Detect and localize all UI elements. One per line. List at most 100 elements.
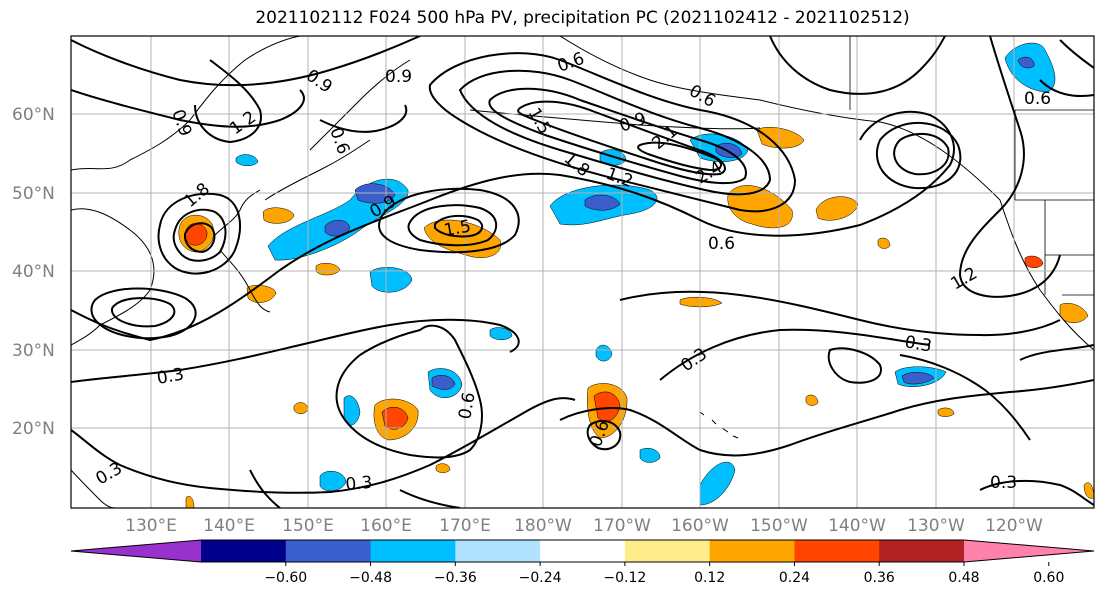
precip-negative-region xyxy=(431,375,456,390)
precip-positive-region xyxy=(262,207,295,224)
pv-contour xyxy=(157,192,241,275)
precip-positive-region xyxy=(805,394,819,406)
colorbar-segment xyxy=(624,540,711,562)
pv-contour xyxy=(1019,344,1094,361)
colorbar-segment xyxy=(879,540,965,562)
pv-contour xyxy=(586,419,622,451)
precip-negative-region xyxy=(715,143,743,158)
asia-coastline xyxy=(71,36,301,171)
precip-negative-region xyxy=(1017,56,1035,69)
pv-contour xyxy=(172,208,227,262)
lon-label: 160°W xyxy=(671,516,729,536)
precip-positive-region xyxy=(293,402,309,414)
colorbar-tick-label: −0.60 xyxy=(264,570,307,586)
lon-label: 130°E xyxy=(125,516,177,536)
lon-label: 150°W xyxy=(750,516,808,536)
precip-negative-region xyxy=(584,194,621,211)
colorbar-tick-label: −0.36 xyxy=(434,570,477,586)
lon-label: 180°W xyxy=(514,516,572,536)
precip-negative-region xyxy=(324,220,351,237)
colorbar-segment xyxy=(370,540,456,562)
colorbar-tick-label: 0.12 xyxy=(694,570,725,586)
pv-contour xyxy=(619,290,1061,337)
colorbar-segment xyxy=(285,540,372,562)
japan-coastline xyxy=(214,189,271,313)
precip-negative-region xyxy=(489,327,513,340)
gridlines xyxy=(71,36,1094,508)
precip-positive-region xyxy=(815,196,859,221)
precip-negative-region xyxy=(595,344,613,362)
pv-contour xyxy=(71,318,520,383)
colorbar-outline xyxy=(70,539,1095,563)
kuril-coastline xyxy=(264,139,371,201)
precip-positive-region xyxy=(877,237,891,249)
asia-coastline xyxy=(71,208,155,346)
colorbar-tick-label: −0.12 xyxy=(603,570,646,586)
pv-contour xyxy=(899,354,1031,441)
pv-contour-label: 0.3 xyxy=(903,332,933,356)
pv-contour xyxy=(875,121,962,190)
lon-label: 150°E xyxy=(282,516,334,536)
precipitation-shading xyxy=(178,42,1094,508)
pv-contour xyxy=(637,141,722,172)
lon-label: 170°E xyxy=(439,516,491,536)
colorbar-tick-label: −0.24 xyxy=(519,570,562,586)
precip-positive-region xyxy=(184,223,208,246)
lon-label: 170°W xyxy=(593,516,651,536)
colorbar-tick-label: 0.36 xyxy=(864,570,895,586)
pv-contour xyxy=(434,214,484,238)
precip-positive-region xyxy=(315,262,341,276)
lat-label: 30°N xyxy=(12,341,55,361)
pv-contour xyxy=(399,489,461,508)
pv-contour xyxy=(183,222,216,254)
pv-contour xyxy=(194,59,262,144)
borders xyxy=(849,36,1094,296)
pv-contour xyxy=(319,104,408,133)
lon-label: 120°W xyxy=(985,516,1043,536)
precip-positive-region xyxy=(937,407,955,417)
precip-negative-region xyxy=(901,372,935,385)
pv-contour xyxy=(559,379,1094,457)
colorbar-segment xyxy=(794,540,880,562)
colorbar-segment xyxy=(201,540,287,562)
precip-negative-region xyxy=(319,470,347,492)
precip-positive-region xyxy=(1083,482,1094,499)
pv-contour xyxy=(827,347,882,384)
lat-label: 50°N xyxy=(12,184,55,204)
lat-label: 40°N xyxy=(12,262,55,282)
precip-negative-region xyxy=(369,267,413,293)
na-coastline xyxy=(999,199,1094,351)
precip-positive-region xyxy=(727,185,793,229)
pv-contour xyxy=(979,479,1094,506)
colorbar-segment xyxy=(540,540,626,562)
pv-contour xyxy=(958,36,1061,298)
colorbar-tick-label: −0.48 xyxy=(349,570,392,586)
pv-contour xyxy=(110,297,176,328)
pv-contour xyxy=(893,132,950,176)
pv-contour xyxy=(71,397,576,494)
map-frame xyxy=(70,35,1095,509)
pv-contour xyxy=(1039,79,1094,98)
lon-label: 160°E xyxy=(360,516,412,536)
colorbar-extend-low xyxy=(71,540,201,562)
colorbar-tick-label: 0.60 xyxy=(1033,570,1064,586)
precip-positive-region xyxy=(679,296,723,308)
precip-negative-region xyxy=(699,461,736,506)
latitude-labels: 60°N 50°N 40°N 30°N 20°N xyxy=(12,105,55,439)
pv-contour xyxy=(407,204,498,247)
colorbar-tick-label: 0.48 xyxy=(948,570,979,586)
pv-contour-label: 0.6 xyxy=(1024,89,1051,109)
pv-contour-label: 0.6 xyxy=(708,234,735,254)
colorbar-tick-label: 0.24 xyxy=(779,570,810,586)
precip-negative-region xyxy=(639,448,661,463)
pv-contour xyxy=(71,110,955,342)
pv-contour xyxy=(1059,39,1094,69)
pv-contour-label: 0.3 xyxy=(990,473,1017,493)
pv-contour xyxy=(517,100,726,176)
pv-contour xyxy=(249,469,281,508)
pv-contour xyxy=(659,328,931,381)
precip-positive-region xyxy=(1024,255,1044,268)
precip-negative-region xyxy=(235,154,259,166)
colorbar: −0.60 −0.48 −0.36 −0.24 −0.12 0.12 0.24 0.36 0.4… xyxy=(70,539,1095,586)
